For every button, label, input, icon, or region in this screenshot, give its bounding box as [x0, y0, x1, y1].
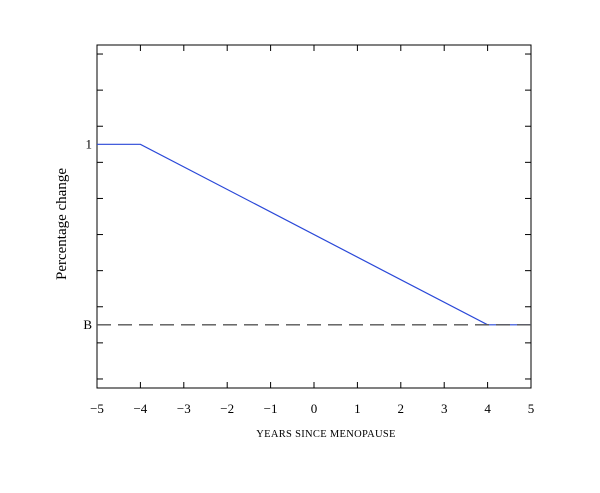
x-tick-label: 4 — [484, 401, 491, 416]
x-tick-label: −1 — [264, 401, 278, 416]
x-tick-label: 1 — [354, 401, 361, 416]
ticks-layer: −5 −4 −3 −2 −1 0 1 2 3 4 5 1 B — [83, 45, 534, 416]
series-layer — [97, 143, 531, 326]
x-tick-label: 5 — [528, 401, 535, 416]
labels-layer: YEARS SINCE MENOPAUSE Percentage change — [54, 168, 396, 440]
x-tick-label: −2 — [220, 401, 234, 416]
x-tick-label: 3 — [441, 401, 448, 416]
x-tick-label: 0 — [311, 401, 318, 416]
y-tick-label: B — [83, 317, 92, 332]
x-tick-label: −4 — [133, 401, 147, 416]
x-tick-label: −5 — [90, 401, 104, 416]
x-tick-label: 2 — [398, 401, 405, 416]
y-tick-label: 1 — [86, 136, 93, 151]
x-axis-label: YEARS SINCE MENOPAUSE — [256, 429, 396, 440]
plot-area — [96, 44, 532, 389]
y-axis-label: Percentage change — [54, 168, 70, 280]
x-tick-label: −3 — [177, 401, 191, 416]
plot-frame — [96, 44, 532, 389]
series-line — [97, 143, 531, 326]
